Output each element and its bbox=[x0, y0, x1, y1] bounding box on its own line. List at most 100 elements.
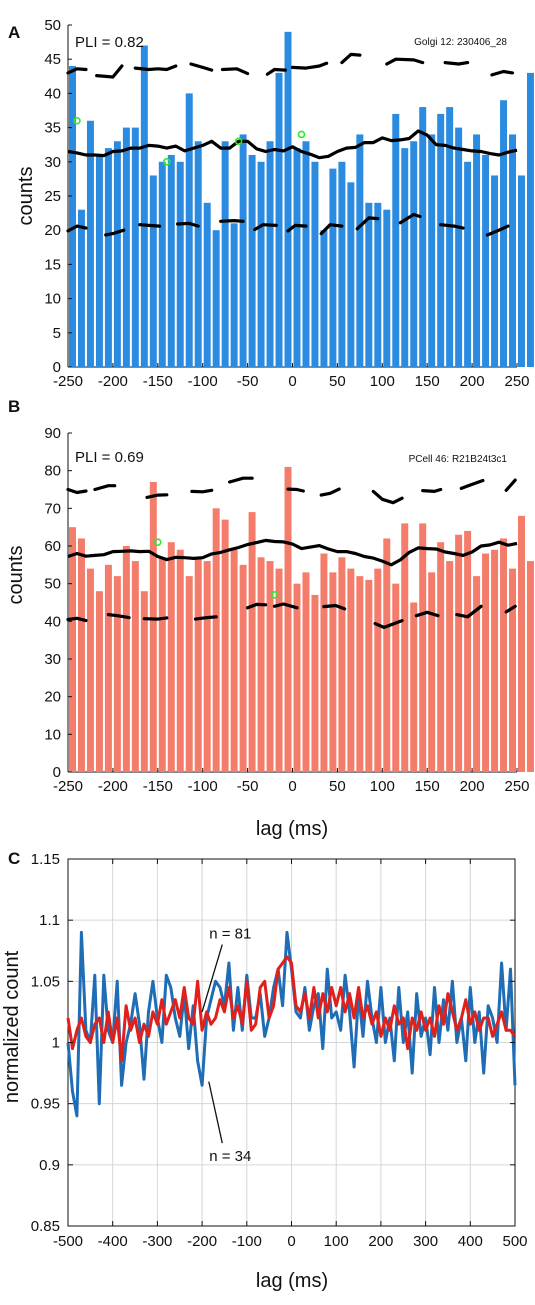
upper-bound-dash-a bbox=[66, 67, 88, 75]
annotation-leader-line bbox=[201, 944, 223, 1013]
bar-a bbox=[275, 72, 283, 367]
bar-b bbox=[518, 515, 525, 772]
bar-b bbox=[77, 538, 85, 772]
panel-label-b: B bbox=[8, 397, 20, 416]
y-tick-label-c: 1 bbox=[52, 1035, 60, 1052]
bar-a bbox=[131, 127, 139, 367]
bar-b bbox=[95, 591, 103, 772]
x-axis-label-c: lag (ms) bbox=[256, 1270, 328, 1292]
bar-b bbox=[491, 549, 499, 772]
bar-b bbox=[392, 583, 400, 772]
y-tick-label-a: 50 bbox=[44, 17, 61, 34]
bar-b bbox=[338, 557, 346, 772]
x-tick-label-b: -150 bbox=[143, 778, 173, 795]
bar-a bbox=[77, 209, 85, 367]
bar-b bbox=[509, 568, 516, 772]
bar-b bbox=[329, 572, 337, 772]
bar-a bbox=[248, 154, 256, 367]
bar-b bbox=[482, 553, 490, 772]
bar-a bbox=[185, 93, 193, 368]
bar-b bbox=[293, 583, 301, 772]
lower-bound-dash-b bbox=[373, 619, 404, 629]
upper-bound-dash-a bbox=[95, 64, 124, 79]
y-tick-label-c: 0.95 bbox=[31, 1096, 60, 1113]
bar-b bbox=[248, 512, 256, 772]
upper-bound-dash-b bbox=[145, 493, 169, 499]
y-tick-label-a: 5 bbox=[53, 325, 61, 342]
x-tick-label-a: 0 bbox=[288, 373, 296, 390]
bar-a bbox=[284, 31, 292, 368]
bar-a bbox=[410, 141, 418, 367]
x-tick-label-b: 0 bbox=[288, 778, 296, 795]
panel-a-histogram: 0 5 10 15 20 25 30 35 40 45 50 -250 -200 -150 -100 -50 0… bbox=[44, 17, 534, 390]
bar-a bbox=[392, 113, 400, 367]
x-tick-label-a: -150 bbox=[143, 373, 173, 390]
bar-a bbox=[293, 148, 301, 367]
lower-bound-dash-a bbox=[138, 223, 162, 228]
upper-bound-dash-b bbox=[190, 488, 214, 494]
bar-a bbox=[401, 148, 409, 367]
bar-a bbox=[149, 175, 157, 367]
bar-a bbox=[473, 134, 481, 367]
bar-b bbox=[158, 557, 166, 772]
upper-bound-dash-a bbox=[133, 64, 178, 72]
bar-b bbox=[176, 549, 184, 772]
bar-a bbox=[122, 127, 130, 367]
bar-b bbox=[455, 534, 463, 772]
y-tick-label-b: 20 bbox=[44, 689, 61, 706]
annotation-n-81: n = 81 bbox=[209, 926, 251, 943]
x-tick-label-a: 200 bbox=[460, 373, 485, 390]
bar-a bbox=[320, 230, 328, 367]
x-tick-label-c: -300 bbox=[142, 1233, 172, 1250]
bar-b bbox=[104, 564, 112, 772]
bar-b bbox=[410, 602, 418, 772]
marker-point-a bbox=[234, 137, 243, 146]
lower-bound-dash-b bbox=[455, 604, 483, 619]
y-tick-label-a: 40 bbox=[44, 85, 61, 102]
bar-a bbox=[356, 134, 364, 367]
bar-b bbox=[221, 519, 229, 772]
x-tick-label-a: 50 bbox=[329, 373, 346, 390]
lower-bound-dash-a bbox=[398, 212, 422, 225]
x-tick-label-c: -400 bbox=[98, 1233, 128, 1250]
y-tick-label-a: 20 bbox=[44, 222, 61, 239]
y-axis-label-a: counts bbox=[15, 167, 37, 226]
bar-b bbox=[86, 568, 94, 772]
bar-a bbox=[266, 141, 274, 367]
x-tick-label-b: -100 bbox=[188, 778, 218, 795]
y-tick-label-c: 1.1 bbox=[39, 912, 60, 929]
x-tick-label-a: -250 bbox=[53, 373, 83, 390]
y-tick-label-b: 70 bbox=[44, 500, 61, 517]
bar-b bbox=[383, 538, 391, 772]
x-tick-label-b: 250 bbox=[504, 778, 529, 795]
lower-bound-dash-a bbox=[439, 223, 465, 230]
bar-b bbox=[401, 523, 409, 772]
bar-a bbox=[383, 209, 391, 367]
annotation-leader-line bbox=[208, 1081, 223, 1144]
y-tick-label-c: 1.05 bbox=[31, 973, 60, 990]
x-tick-label-c: -500 bbox=[53, 1233, 83, 1250]
mean-line-b bbox=[67, 538, 518, 567]
bar-a bbox=[491, 175, 499, 367]
lower-bound-dash-a bbox=[104, 228, 126, 237]
x-tick-label-c: 100 bbox=[324, 1233, 349, 1250]
bar-a bbox=[221, 141, 229, 367]
bar-a bbox=[455, 127, 463, 367]
bar-b bbox=[122, 546, 130, 772]
y-tick-label-c: 1.15 bbox=[31, 851, 60, 868]
y-tick-label-a: 30 bbox=[44, 154, 61, 171]
lower-bound-dash-b bbox=[504, 604, 517, 614]
bar-a bbox=[526, 72, 534, 367]
bar-b bbox=[212, 508, 220, 772]
lower-bound-dash-b bbox=[246, 602, 268, 610]
panel-b-histogram: 0 10 20 30 40 50 60 70 80 90 -250 -200 -150 -100 -50 0 5… bbox=[44, 425, 534, 795]
x-tick-label-c: -200 bbox=[187, 1233, 217, 1250]
upper-bound-dash-a bbox=[443, 61, 470, 66]
y-tick-label-a: 35 bbox=[44, 120, 61, 137]
bar-b bbox=[284, 466, 292, 772]
bar-b bbox=[185, 576, 193, 772]
x-tick-label-a: 150 bbox=[415, 373, 440, 390]
bar-a bbox=[167, 154, 175, 367]
bar-b bbox=[69, 527, 76, 772]
bar-a bbox=[302, 141, 310, 367]
